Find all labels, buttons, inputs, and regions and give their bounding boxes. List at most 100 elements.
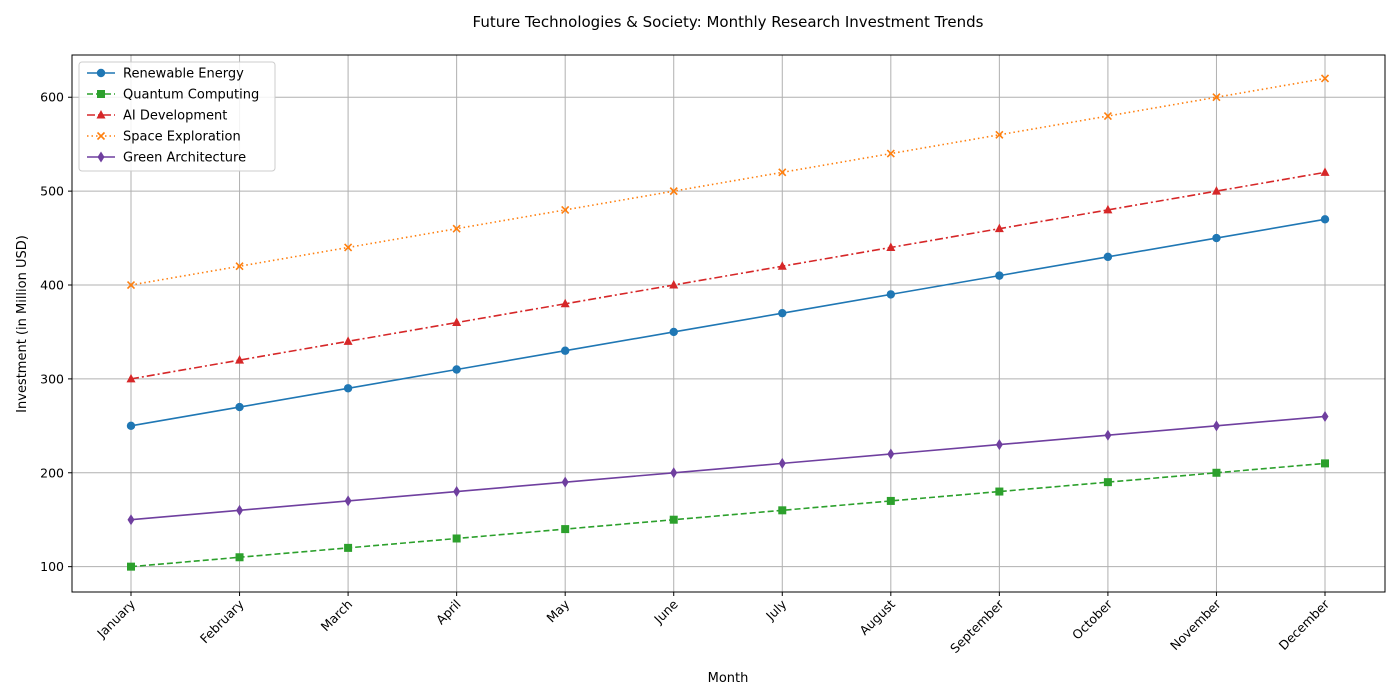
data-point-green-architecture	[887, 448, 895, 460]
series-ai-development	[126, 167, 1330, 383]
data-point-ai-development	[126, 373, 136, 383]
series-line-green-architecture	[130, 415, 1326, 521]
data-point-quantum-computing	[1212, 468, 1221, 477]
data-point-renewable-energy	[343, 384, 353, 393]
y-tick-label: 600	[40, 90, 64, 105]
x-tick-label: December	[1276, 596, 1333, 653]
series-green-architecture	[127, 410, 1329, 526]
legend-label: Space Exploration	[123, 130, 241, 145]
data-point-ai-development	[777, 261, 787, 270]
legend-label: Renewable Energy	[123, 67, 244, 82]
data-point-quantum-computing	[995, 487, 1004, 496]
data-point-renewable-energy	[235, 402, 244, 412]
data-point-quantum-computing	[1321, 459, 1329, 468]
x-tick-label: June	[650, 596, 681, 627]
legend-label: Green Architecture	[123, 151, 246, 166]
data-point-ai-development	[452, 317, 462, 327]
data-point-ai-development	[343, 336, 353, 345]
data-point-renewable-energy	[995, 271, 1004, 280]
legend: Renewable Energy Quantum Computing AI Deve…	[78, 61, 276, 172]
data-point-green-architecture	[1321, 410, 1329, 422]
x-tick-label: April	[433, 597, 464, 628]
data-point-ai-development	[560, 298, 570, 308]
data-point-space-exploration	[669, 187, 678, 196]
legend-marker	[97, 90, 105, 98]
legend-label: Quantum Computing	[123, 88, 259, 103]
data-point-ai-development	[886, 242, 896, 251]
x-tick-label: March	[318, 597, 356, 635]
data-point-renewable-energy	[1320, 215, 1330, 224]
data-point-renewable-energy	[669, 327, 678, 337]
legend-marker	[96, 131, 106, 141]
y-tick-label: 500	[40, 184, 64, 199]
series-line-ai-development	[130, 171, 1326, 380]
x-tick-label: August	[856, 596, 898, 638]
data-point-quantum-computing	[886, 496, 895, 505]
data-point-space-exploration	[1103, 111, 1112, 121]
data-point-renewable-energy	[886, 290, 896, 299]
x-marker-stroke	[669, 187, 678, 196]
data-point-quantum-computing	[235, 553, 244, 562]
data-point-green-architecture	[1212, 420, 1220, 432]
x-tick-label: May	[543, 596, 572, 625]
x-tick-label: October	[1069, 596, 1116, 643]
y-axis-label: Investment (in Million USD)	[15, 235, 30, 413]
data-point-quantum-computing	[127, 562, 135, 571]
legend-entry: Green Architecture	[87, 151, 246, 166]
data-point-space-exploration	[452, 224, 461, 233]
chart-title: Future Technologies & Society: Monthly R…	[473, 13, 984, 31]
data-point-green-architecture	[344, 495, 352, 507]
x-tick-label: February	[197, 596, 247, 646]
legend-marker	[96, 68, 106, 78]
data-point-ai-development	[669, 280, 679, 289]
legend-entry: Renewable Energy	[87, 67, 244, 82]
data-point-quantum-computing	[452, 534, 461, 543]
x-marker-stroke	[452, 224, 461, 233]
y-tick-label: 300	[40, 371, 64, 386]
data-point-space-exploration	[1212, 93, 1221, 102]
grid	[72, 55, 1385, 592]
series-layer	[126, 74, 1330, 571]
x-marker-stroke	[886, 149, 895, 158]
x-marker-stroke	[1103, 111, 1112, 121]
legend-box	[78, 61, 276, 172]
legend-entry: Space Exploration	[87, 130, 241, 145]
data-point-space-exploration	[561, 205, 570, 214]
x-marker-stroke	[126, 280, 136, 290]
x-tick-label: November	[1167, 596, 1224, 653]
data-point-green-architecture	[1104, 429, 1112, 441]
data-point-quantum-computing	[669, 515, 678, 524]
plot-frame	[71, 54, 1386, 593]
data-point-ai-development	[1320, 167, 1330, 176]
data-point-renewable-energy	[560, 346, 570, 355]
data-point-space-exploration	[886, 149, 895, 158]
data-point-space-exploration	[235, 262, 244, 271]
data-point-renewable-energy	[452, 365, 461, 374]
y-tick-label: 200	[40, 465, 64, 480]
y-tick-label: 100	[40, 559, 64, 574]
data-point-quantum-computing	[344, 543, 353, 552]
data-point-space-exploration	[1320, 74, 1330, 83]
data-point-renewable-energy	[778, 308, 787, 318]
x-marker-stroke	[96, 131, 106, 141]
data-point-ai-development	[1103, 204, 1113, 214]
x-marker-stroke	[235, 262, 244, 271]
data-point-space-exploration	[344, 243, 353, 252]
legend-label: AI Development	[123, 109, 227, 124]
axis-ticks: January February March April May June July Augu…	[40, 90, 1333, 656]
data-point-green-architecture	[453, 486, 461, 498]
data-point-renewable-energy	[1212, 233, 1221, 243]
data-point-space-exploration	[778, 168, 787, 177]
series-quantum-computing	[127, 459, 1329, 571]
data-point-space-exploration	[126, 280, 136, 290]
x-marker-stroke	[561, 205, 570, 214]
series-line-space-exploration	[130, 77, 1326, 286]
x-tick-label: July	[762, 596, 790, 624]
x-tick-label: January	[93, 596, 138, 641]
data-point-ai-development	[994, 223, 1004, 233]
data-point-renewable-energy	[1103, 252, 1113, 262]
x-tick-label: September	[947, 596, 1007, 656]
data-point-green-architecture	[127, 514, 135, 526]
